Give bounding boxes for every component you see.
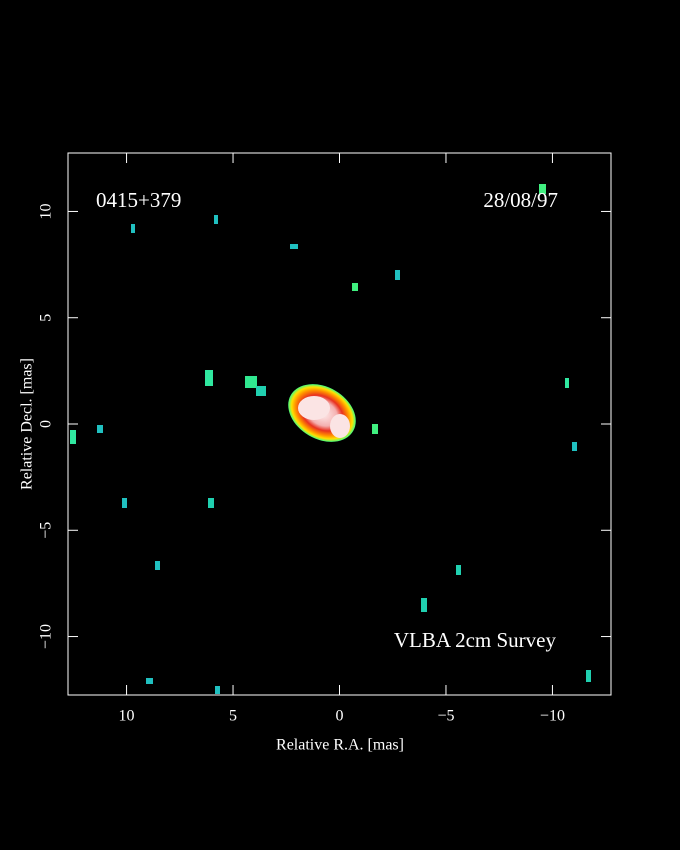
y-tick-label: −5 [38, 522, 55, 539]
x-tick-label: 5 [229, 708, 237, 725]
y-tick-label: 5 [38, 314, 55, 322]
y-tick-label: 10 [38, 203, 55, 219]
x-axis-label: Relative R.A. [mas] [276, 737, 404, 754]
survey-label: VLBA 2cm Survey [394, 628, 557, 652]
x-tick-label: −10 [540, 708, 565, 725]
obs-date: 28/08/97 [483, 188, 558, 212]
source-name: 0415+379 [96, 188, 181, 212]
x-tick-label: 0 [336, 708, 344, 725]
y-tick-label: −10 [38, 624, 55, 649]
x-tick-label: −5 [437, 708, 454, 725]
x-tick-label: 10 [119, 708, 135, 725]
y-axis-label: Relative Decl. [mas] [19, 358, 36, 490]
y-tick-label: 0 [38, 420, 55, 428]
image-emission [70, 184, 591, 694]
